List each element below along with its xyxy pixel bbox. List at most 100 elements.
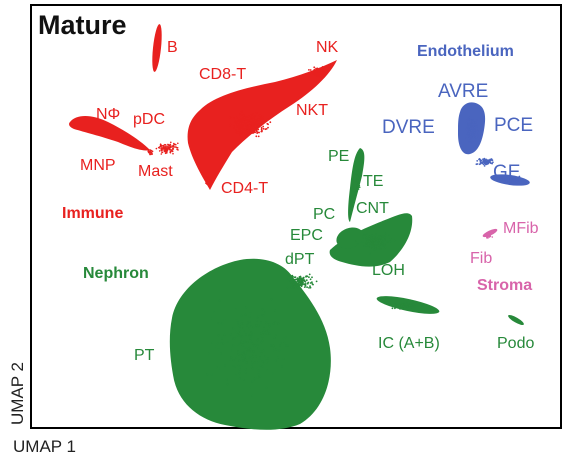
cell-point (164, 152, 167, 155)
cell-point (267, 329, 270, 332)
cell-point (269, 121, 272, 124)
cell-point (207, 179, 210, 182)
cell-point (371, 247, 374, 250)
cell-point (247, 122, 250, 125)
cell-point (398, 304, 401, 307)
cell-point (232, 327, 235, 330)
cell-point (279, 342, 282, 345)
cell-point (320, 69, 323, 72)
cell-point (259, 350, 262, 353)
cell-point (238, 325, 241, 328)
cell-point (260, 119, 263, 122)
cell-point (166, 148, 168, 150)
cell-point (234, 374, 237, 377)
cell-point (226, 383, 229, 386)
cell-point (405, 305, 407, 308)
cell-point (316, 68, 318, 70)
cell-point (242, 322, 245, 325)
cell-point (267, 126, 269, 129)
cell-point (486, 159, 489, 162)
cell-point (405, 303, 408, 306)
cell-point (255, 112, 258, 114)
cell-point (249, 337, 252, 340)
cell-point (465, 128, 468, 131)
cell-point (221, 334, 224, 337)
cell-point (155, 41, 157, 44)
cell-point (472, 127, 475, 130)
cell-point (239, 114, 242, 117)
cell-point (293, 276, 296, 279)
cell-point (166, 149, 169, 152)
cell-point (380, 239, 383, 242)
cell-point (240, 365, 243, 368)
cluster-label-te: TE (363, 173, 383, 190)
cell-point (251, 361, 254, 364)
cell-point (382, 245, 385, 247)
cell-point (479, 161, 482, 163)
cluster-label-loh: LOH (372, 262, 405, 279)
cluster-shapes (69, 24, 530, 430)
cell-point (237, 121, 240, 124)
cluster-label-dvre: DVRE (382, 117, 435, 138)
cell-point (251, 380, 254, 383)
cell-point (384, 232, 387, 235)
cell-point (238, 127, 241, 129)
cell-point (239, 120, 242, 122)
cell-point (228, 116, 231, 119)
cell-point (238, 332, 241, 335)
cell-point (472, 130, 474, 132)
pc-epc-cluster (336, 227, 364, 249)
cell-point (475, 163, 478, 166)
cell-point (282, 358, 285, 360)
cell-point (155, 147, 158, 150)
cell-point (362, 237, 365, 239)
cell-point (264, 321, 267, 324)
cell-point (237, 349, 239, 352)
cell-point (357, 171, 359, 174)
cell-point (407, 307, 410, 310)
cell-point (290, 276, 293, 278)
cell-point (259, 356, 261, 359)
cell-point (292, 286, 294, 288)
cell-point (265, 120, 267, 123)
cell-point (482, 163, 485, 166)
cell-point (293, 285, 296, 288)
cell-point (391, 307, 394, 310)
cell-point (373, 245, 375, 248)
cell-point (296, 277, 299, 280)
cell-point (235, 122, 237, 124)
cell-point (324, 70, 327, 73)
cell-point (160, 153, 163, 155)
cell-point (247, 357, 250, 359)
cell-point (268, 325, 271, 328)
cell-point (239, 122, 242, 125)
cell-point (230, 356, 233, 359)
cell-point (384, 243, 386, 246)
cell-point (163, 150, 166, 152)
cell-point (469, 127, 472, 130)
cell-point (518, 175, 521, 178)
cell-point (255, 324, 258, 327)
cell-point (256, 377, 259, 379)
cell-point (247, 133, 250, 136)
cell-point (365, 242, 368, 244)
cell-point (249, 386, 252, 389)
cell-point (316, 70, 319, 72)
cell-point (257, 343, 260, 346)
cell-point (297, 283, 300, 286)
cell-point (356, 243, 359, 245)
cell-point (235, 319, 238, 322)
avre-pce-points (465, 116, 481, 145)
cell-point (210, 317, 213, 320)
cell-point (243, 116, 246, 119)
cell-point (270, 344, 272, 347)
cluster-label-ge: GE (493, 162, 520, 183)
cell-point (233, 337, 236, 340)
cell-point (378, 235, 381, 238)
cell-point (379, 236, 382, 239)
cell-point (234, 120, 236, 123)
cell-point (247, 125, 250, 127)
cell-point (268, 332, 271, 335)
cell-points (147, 38, 521, 397)
cell-point (257, 347, 260, 350)
